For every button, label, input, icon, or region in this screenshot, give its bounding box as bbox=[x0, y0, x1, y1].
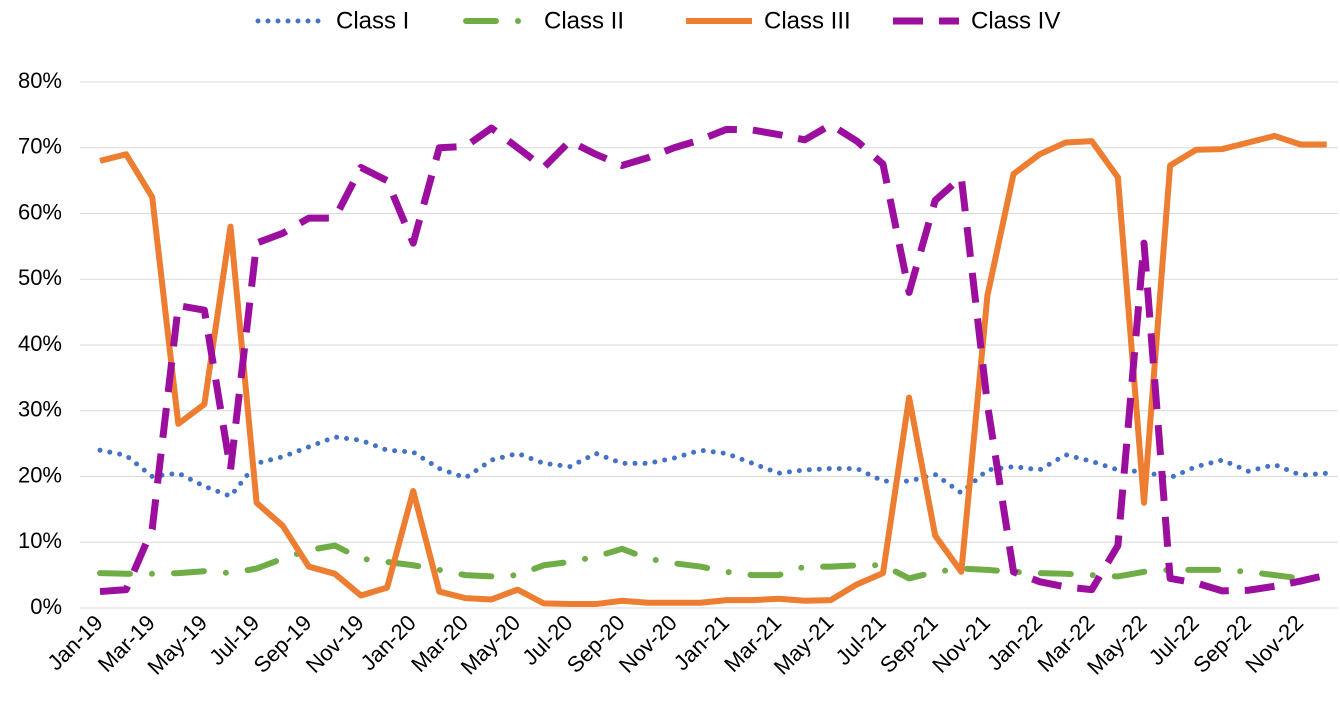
legend: Class I Class II Class III Class IV bbox=[255, 7, 1060, 34]
y-tick-label: 60% bbox=[18, 199, 62, 224]
x-tick-label: Sep-20 bbox=[562, 610, 630, 678]
x-tick-label: Nov-21 bbox=[927, 610, 995, 678]
series-line bbox=[99, 132, 1327, 608]
x-tick-label: May-22 bbox=[1082, 610, 1152, 680]
y-tick-label: 20% bbox=[18, 462, 62, 487]
x-tick-label: Nov-19 bbox=[301, 610, 369, 678]
y-tick-label: 10% bbox=[18, 528, 62, 553]
series-line bbox=[97, 542, 1330, 582]
legend-label: Class III bbox=[764, 7, 851, 34]
x-tick-label: Sep-21 bbox=[875, 610, 943, 678]
series-line bbox=[99, 121, 1328, 596]
y-tick-label: 40% bbox=[18, 331, 62, 356]
x-tick-label: May-19 bbox=[142, 610, 212, 680]
legend-label: Class II bbox=[544, 7, 624, 34]
legend-label: Class IV bbox=[971, 7, 1060, 34]
x-tick-label: Sep-22 bbox=[1188, 610, 1256, 678]
y-tick-label: 30% bbox=[18, 397, 62, 422]
x-tick-label: Nov-20 bbox=[614, 610, 682, 678]
y-tick-label: 70% bbox=[18, 134, 62, 159]
x-tick-label: Sep-19 bbox=[249, 610, 317, 678]
x-tick-label: May-21 bbox=[769, 610, 839, 680]
x-tick-label: Nov-22 bbox=[1240, 610, 1308, 678]
x-tick-label: May-20 bbox=[456, 610, 526, 680]
legend-label: Class I bbox=[336, 7, 409, 34]
y-tick-label: 0% bbox=[30, 594, 62, 619]
y-tick-label: 80% bbox=[18, 68, 62, 93]
y-tick-label: 50% bbox=[18, 265, 62, 290]
